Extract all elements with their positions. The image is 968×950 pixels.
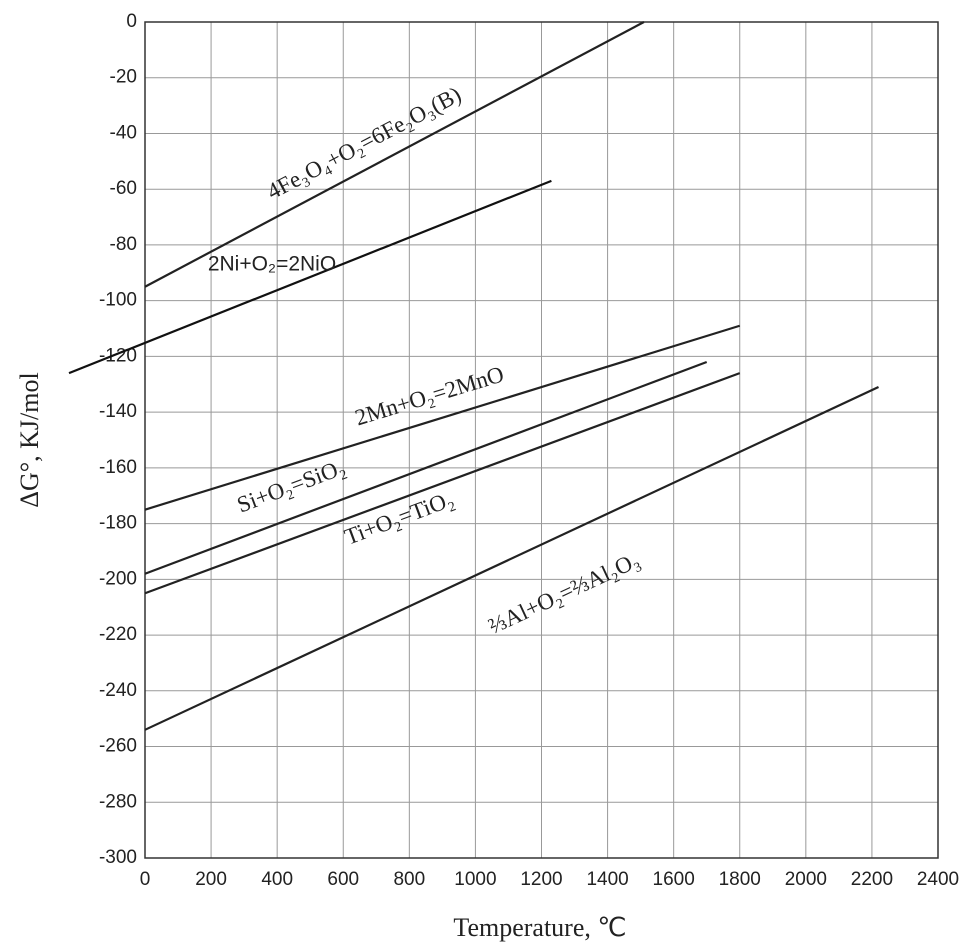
series-line bbox=[68, 179, 552, 375]
x-tick-label: 1400 bbox=[586, 869, 628, 890]
x-tick-label: 0 bbox=[140, 869, 151, 890]
y-tick-label: -160 bbox=[99, 457, 137, 478]
y-tick-label: -60 bbox=[110, 178, 137, 199]
series-line bbox=[144, 324, 741, 511]
series-line bbox=[144, 360, 708, 575]
y-tick-label: -220 bbox=[99, 624, 137, 645]
y-tick-label: -260 bbox=[99, 736, 137, 757]
y-tick-label: -200 bbox=[99, 568, 137, 589]
y-tick-label: -300 bbox=[99, 847, 137, 868]
x-tick-label: 1800 bbox=[719, 869, 761, 890]
x-tick-label: 1000 bbox=[454, 869, 496, 890]
y-tick-label: -80 bbox=[110, 234, 137, 255]
y-tick-label: -20 bbox=[110, 67, 137, 88]
y-tick-label: -280 bbox=[99, 791, 137, 812]
x-axis-label: Temperature, ℃ bbox=[453, 913, 626, 942]
series-label: 2Ni+O₂=2NiO bbox=[208, 253, 336, 276]
x-tick-label: 1600 bbox=[653, 869, 695, 890]
series-label: 2Mn+O₂=2MnO bbox=[352, 361, 507, 430]
plot-frame bbox=[144, 21, 939, 859]
series-line bbox=[144, 372, 741, 595]
x-tick-label: 1200 bbox=[520, 869, 562, 890]
y-tick-label: -100 bbox=[99, 290, 137, 311]
y-tick-label: -40 bbox=[110, 122, 137, 143]
y-tick-label: -240 bbox=[99, 680, 137, 701]
x-tick-label: 600 bbox=[327, 869, 359, 890]
x-tick-label: 2400 bbox=[917, 869, 959, 890]
y-tick-label: 0 bbox=[126, 11, 137, 32]
y-tick-label: -180 bbox=[99, 513, 137, 534]
x-tick-label: 2000 bbox=[785, 869, 827, 890]
x-tick-label: 200 bbox=[195, 869, 227, 890]
x-tick-label: 800 bbox=[393, 869, 425, 890]
series-label: Ti+O₂=TiO₂ bbox=[341, 486, 457, 550]
y-tick-label: -140 bbox=[99, 401, 137, 422]
x-tick-label: 400 bbox=[261, 869, 293, 890]
x-tick-label: 2200 bbox=[851, 869, 893, 890]
series-label: 4Fe₃O₄+O₂=6Fe₂O₃(B) bbox=[263, 82, 465, 205]
series-line bbox=[144, 386, 879, 731]
y-axis-label: ΔG°, KJ/mol bbox=[15, 372, 44, 507]
series-line bbox=[144, 21, 645, 288]
